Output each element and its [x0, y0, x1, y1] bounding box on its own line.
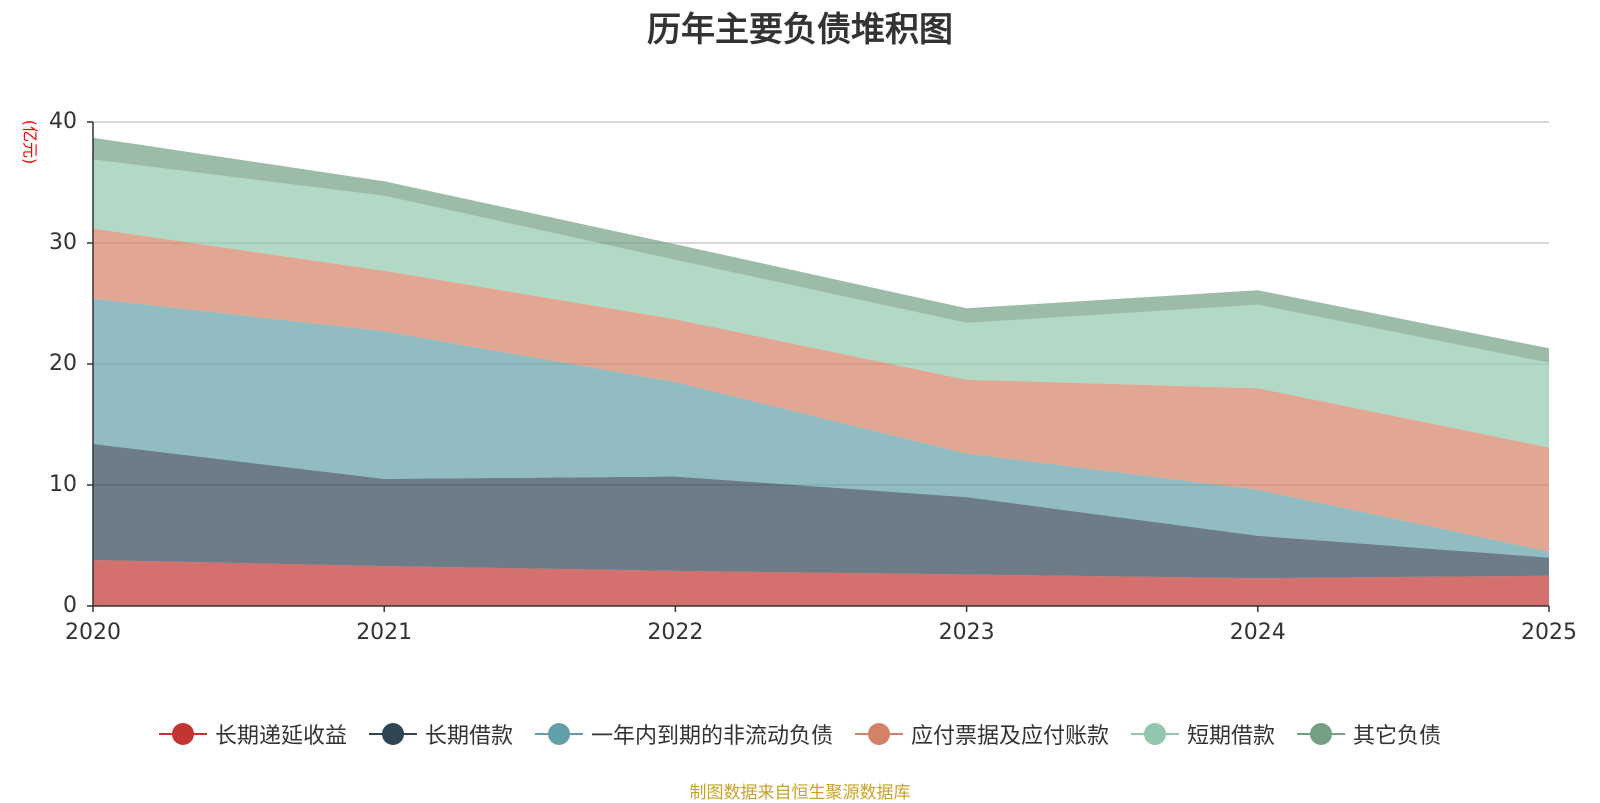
- legend-label: 长期递延收益: [214, 724, 347, 749]
- x-tick-label: 2025: [1521, 620, 1577, 645]
- legend-swatch-icon: [368, 722, 417, 746]
- axis-layer: 0 10 20 30 40 2020 2021 2022 2023 2024 2025: [49, 109, 1577, 645]
- legend-label: 短期借款: [1187, 724, 1276, 749]
- y-tick-label: 10: [49, 472, 77, 497]
- x-tick-label: 2024: [1230, 620, 1286, 645]
- y-tick-label: 0: [63, 593, 77, 618]
- series-area-3[interactable]: [93, 228, 1549, 552]
- legend-swatch-icon: [855, 722, 903, 746]
- series-area-2[interactable]: [93, 298, 1549, 558]
- series-area-0[interactable]: [93, 560, 1549, 606]
- legend-item-0[interactable]: 长期递延收益: [158, 718, 347, 750]
- legend-item-3[interactable]: 应付票据及应付账款: [855, 718, 1109, 750]
- legend-swatch-icon: [534, 722, 583, 746]
- series-area-1[interactable]: [93, 443, 1549, 579]
- x-tick-label: 2021: [356, 620, 412, 645]
- x-tick-label: 2022: [647, 620, 703, 645]
- legend-swatch-icon: [1131, 722, 1180, 746]
- legend: 长期递延收益 长期借款 一年内到期的非流动负债 应付票据及应付账款 短期借款 其它负债: [0, 718, 1600, 750]
- legend-item-2[interactable]: 一年内到期的非流动负债: [534, 718, 833, 750]
- legend-swatch-icon: [158, 722, 207, 746]
- y-axis-label: (亿元): [21, 120, 40, 165]
- y-tick-label: 40: [49, 109, 77, 134]
- legend-item-1[interactable]: 长期借款: [368, 718, 513, 750]
- series-area-layer: [93, 137, 1549, 606]
- series-area-5[interactable]: [93, 137, 1549, 363]
- data-source-note: 制图数据来自恒生聚源数据库: [689, 783, 911, 803]
- x-tick-label: 2020: [65, 620, 121, 645]
- legend-swatch-icon: [1297, 722, 1346, 746]
- series-area-4[interactable]: [93, 159, 1549, 448]
- legend-label: 一年内到期的非流动负债: [590, 724, 833, 749]
- legend-label: 长期借款: [424, 724, 513, 749]
- legend-item-5[interactable]: 其它负债: [1297, 718, 1441, 750]
- legend-label: 应付票据及应付账款: [911, 724, 1110, 749]
- x-tick-label: 2023: [939, 620, 995, 645]
- y-tick-label: 30: [49, 230, 77, 255]
- y-tick-label: 20: [49, 351, 77, 376]
- legend-item-4[interactable]: 短期借款: [1131, 718, 1275, 750]
- chart-title: 历年主要负债堆积图: [647, 10, 953, 50]
- legend-label: 其它负债: [1353, 724, 1442, 749]
